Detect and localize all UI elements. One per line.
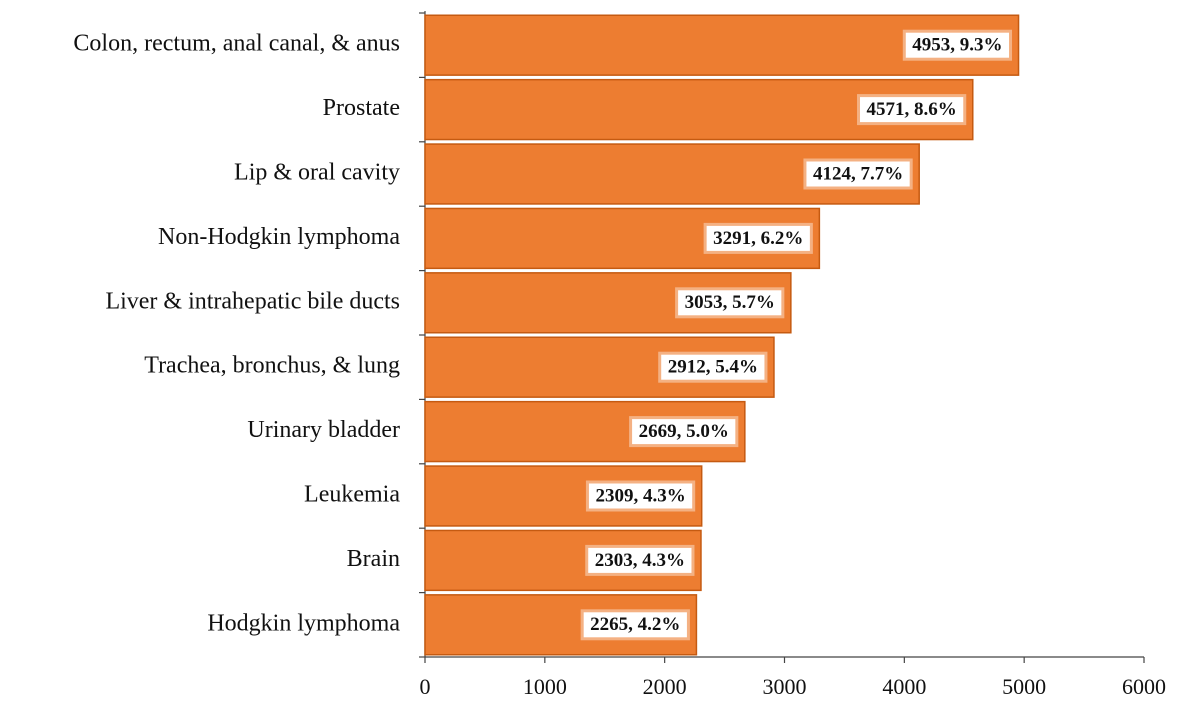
y-tick-label: Liver & intrahepatic bile ducts <box>105 288 400 314</box>
value-label-box <box>585 480 696 512</box>
value-label-box <box>658 351 768 383</box>
y-tick-label: Trachea, bronchus, & lung <box>144 353 400 379</box>
value-label: 4124, 7.7% <box>813 163 903 184</box>
value-label: 2309, 4.3% <box>595 485 685 506</box>
value-label-box <box>675 287 785 319</box>
value-label-box <box>857 94 967 126</box>
value-label: 3053, 5.7% <box>685 292 775 313</box>
value-label-group: 3291, 6.2% <box>703 222 813 254</box>
y-tick-label: Prostate <box>323 95 400 121</box>
value-label: 2265, 4.2% <box>590 614 680 635</box>
value-label-group: 2265, 4.2% <box>580 609 690 641</box>
y-tick-label: Leukemia <box>304 482 400 508</box>
y-tick-label: Hodgkin lymphoma <box>207 610 400 636</box>
value-label-group: 3053, 5.7% <box>675 287 785 319</box>
value-label-group: 4124, 7.7% <box>803 158 913 190</box>
value-label-group: 2669, 5.0% <box>629 416 739 448</box>
value-label: 4571, 8.6% <box>867 99 957 120</box>
y-tick-label: Lip & oral cavity <box>234 160 400 186</box>
x-tick-label: 3000 <box>763 674 807 699</box>
x-tick-label: 4000 <box>882 674 926 699</box>
value-label-group: 4571, 8.6% <box>857 94 967 126</box>
value-label: 4953, 9.3% <box>912 35 1002 56</box>
value-label-box <box>703 222 813 254</box>
value-label: 2669, 5.0% <box>639 421 729 442</box>
y-tick-label: Urinary bladder <box>247 417 400 443</box>
x-tick-label: 2000 <box>643 674 687 699</box>
value-label-box <box>803 158 913 190</box>
y-tick-label: Colon, rectum, anal canal, & anus <box>73 31 400 57</box>
y-tick-label: Non-Hodgkin lymphoma <box>158 224 400 250</box>
y-tick-label: Brain <box>347 546 400 572</box>
value-label-group: 2912, 5.4% <box>658 351 768 383</box>
value-label-box <box>585 544 695 576</box>
value-label-group: 4953, 9.3% <box>902 29 1013 61</box>
value-label: 3291, 6.2% <box>713 228 803 249</box>
x-tick-label: 5000 <box>1002 674 1046 699</box>
x-tick-label: 0 <box>420 674 431 699</box>
value-label: 2303, 4.3% <box>595 550 685 571</box>
value-label-group: 2309, 4.3% <box>585 480 696 512</box>
value-label-box <box>629 416 739 448</box>
value-label: 2912, 5.4% <box>668 357 758 378</box>
x-tick-label: 6000 <box>1122 674 1166 699</box>
value-label-box <box>580 609 690 641</box>
x-tick-label: 1000 <box>523 674 567 699</box>
value-label-box <box>902 29 1013 61</box>
value-label-group: 2303, 4.3% <box>585 544 695 576</box>
